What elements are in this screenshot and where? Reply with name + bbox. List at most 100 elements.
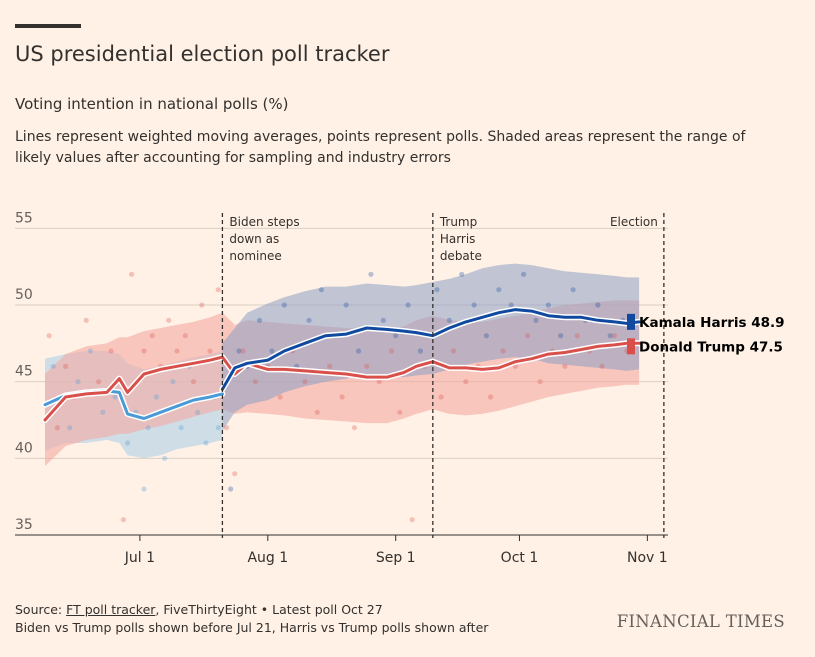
- poll-point-trump: [240, 348, 246, 354]
- poll-point-trump: [215, 287, 221, 293]
- poll-point-biden: [75, 379, 81, 385]
- poll-point-trump: [364, 363, 370, 369]
- x-tick-label: Jul 1: [124, 550, 155, 566]
- poll-point-harris: [417, 348, 424, 354]
- event-annotation-label: Harris: [440, 232, 476, 246]
- poll-point-harris: [570, 287, 576, 293]
- poll-point-trump: [252, 379, 259, 385]
- source-note: Source: FT poll tracker, FiveThirtyEight…: [15, 601, 488, 637]
- x-tick-label: Oct 1: [501, 550, 539, 566]
- band-harris: [222, 263, 640, 431]
- poll-point-harris: [281, 302, 287, 308]
- poll-point-harris: [533, 317, 539, 323]
- method-note: Biden vs Trump polls shown before Jul 21…: [15, 620, 489, 635]
- legend-swatch-trump: [627, 338, 635, 355]
- poll-point-trump: [599, 363, 605, 369]
- poll-point-harris: [256, 317, 263, 323]
- event-annotation-label: down as: [229, 232, 279, 246]
- poll-point-trump: [46, 333, 52, 339]
- poll-point-trump: [223, 425, 230, 431]
- chart-description: Lines represent weighted moving averages…: [15, 129, 746, 166]
- poll-point-trump: [96, 379, 102, 385]
- poll-point-harris: [520, 271, 527, 277]
- event-annotation-label: debate: [440, 249, 482, 263]
- poll-point-trump: [438, 394, 444, 400]
- poll-point-harris: [595, 302, 601, 308]
- poll-point-trump: [129, 271, 135, 277]
- poll-point-trump: [174, 348, 180, 354]
- poll-point-trump: [339, 394, 345, 400]
- source-link[interactable]: FT poll tracker: [66, 602, 156, 617]
- poll-tracker-chart: 35 40 45 50 55 Jul 1 Aug 1 Sep 1 Oct 1 Nov 1 Biden…: [15, 210, 785, 566]
- poll-point-harris: [380, 317, 386, 323]
- y-tick-label: 45: [15, 364, 33, 380]
- poll-point-trump: [351, 425, 358, 431]
- poll-point-trump: [141, 348, 147, 354]
- poll-point-trump: [611, 333, 617, 339]
- poll-point-biden: [50, 363, 56, 369]
- source-rest: , FiveThirtyEight • Latest poll Oct 27: [155, 602, 383, 617]
- poll-point-trump: [149, 333, 155, 339]
- poll-point-trump: [302, 379, 308, 385]
- poll-point-biden: [178, 425, 184, 431]
- poll-point-trump: [120, 517, 126, 523]
- poll-point-trump: [277, 394, 283, 400]
- poll-point-biden: [170, 379, 176, 385]
- poll-point-harris: [318, 287, 325, 293]
- poll-point-harris: [343, 302, 349, 308]
- x-tick-label: Sep 1: [376, 550, 416, 566]
- poll-point-harris: [306, 317, 312, 323]
- poll-point-trump: [108, 348, 114, 354]
- poll-point-trump: [182, 333, 188, 339]
- poll-point-biden: [145, 425, 151, 431]
- event-annotation-label: Trump: [439, 215, 477, 229]
- poll-point-trump: [54, 425, 60, 431]
- poll-point-biden: [153, 394, 159, 400]
- poll-point-biden: [67, 425, 73, 431]
- poll-point-biden: [215, 425, 221, 431]
- poll-point-trump: [574, 333, 580, 339]
- poll-point-trump: [199, 302, 205, 308]
- legend-label-trump: Donald Trump 47.5: [639, 339, 783, 355]
- poll-point-harris: [508, 302, 514, 308]
- poll-point-trump: [388, 348, 395, 354]
- poll-point-trump: [314, 409, 320, 415]
- series-line-trump: [43, 341, 641, 422]
- poll-point-trump: [232, 471, 238, 477]
- poll-point-harris: [545, 302, 551, 308]
- source-line: Source: FT poll tracker, FiveThirtyEight…: [15, 601, 488, 619]
- page-title: US presidential election poll tracker: [15, 42, 390, 66]
- poll-point-harris: [228, 486, 234, 492]
- poll-point-trump: [63, 363, 69, 369]
- poll-point-trump: [190, 379, 197, 385]
- y-tick-label: 50: [15, 287, 33, 303]
- poll-point-biden: [112, 394, 118, 400]
- poll-point-harris: [393, 333, 399, 339]
- legend-label-harris: Kamala Harris 48.9: [639, 315, 785, 331]
- event-annotation-label: Biden steps: [229, 215, 299, 229]
- poll-point-harris: [355, 348, 362, 354]
- poll-point-harris: [558, 333, 564, 339]
- poll-point-harris: [236, 348, 242, 354]
- poll-point-trump: [327, 363, 333, 369]
- poll-point-biden: [162, 455, 168, 461]
- poll-point-trump: [450, 348, 457, 354]
- poll-point-trump: [537, 379, 543, 385]
- poll-point-biden: [203, 440, 209, 446]
- y-tick-label: 55: [15, 210, 33, 226]
- source-prefix: Source:: [15, 602, 67, 617]
- poll-point-trump: [525, 333, 531, 339]
- poll-point-harris: [368, 271, 374, 277]
- poll-point-harris: [607, 333, 613, 339]
- poll-point-harris: [405, 302, 411, 308]
- poll-point-harris: [459, 271, 465, 277]
- poll-point-harris: [269, 348, 275, 354]
- poll-point-trump: [487, 394, 494, 400]
- poll-point-trump: [463, 379, 469, 385]
- poll-point-harris: [446, 317, 452, 323]
- poll-point-biden: [87, 348, 93, 354]
- poll-point-trump: [376, 379, 382, 385]
- poll-point-trump: [500, 348, 506, 354]
- poll-point-trump: [166, 317, 172, 323]
- poll-point-trump: [409, 517, 415, 523]
